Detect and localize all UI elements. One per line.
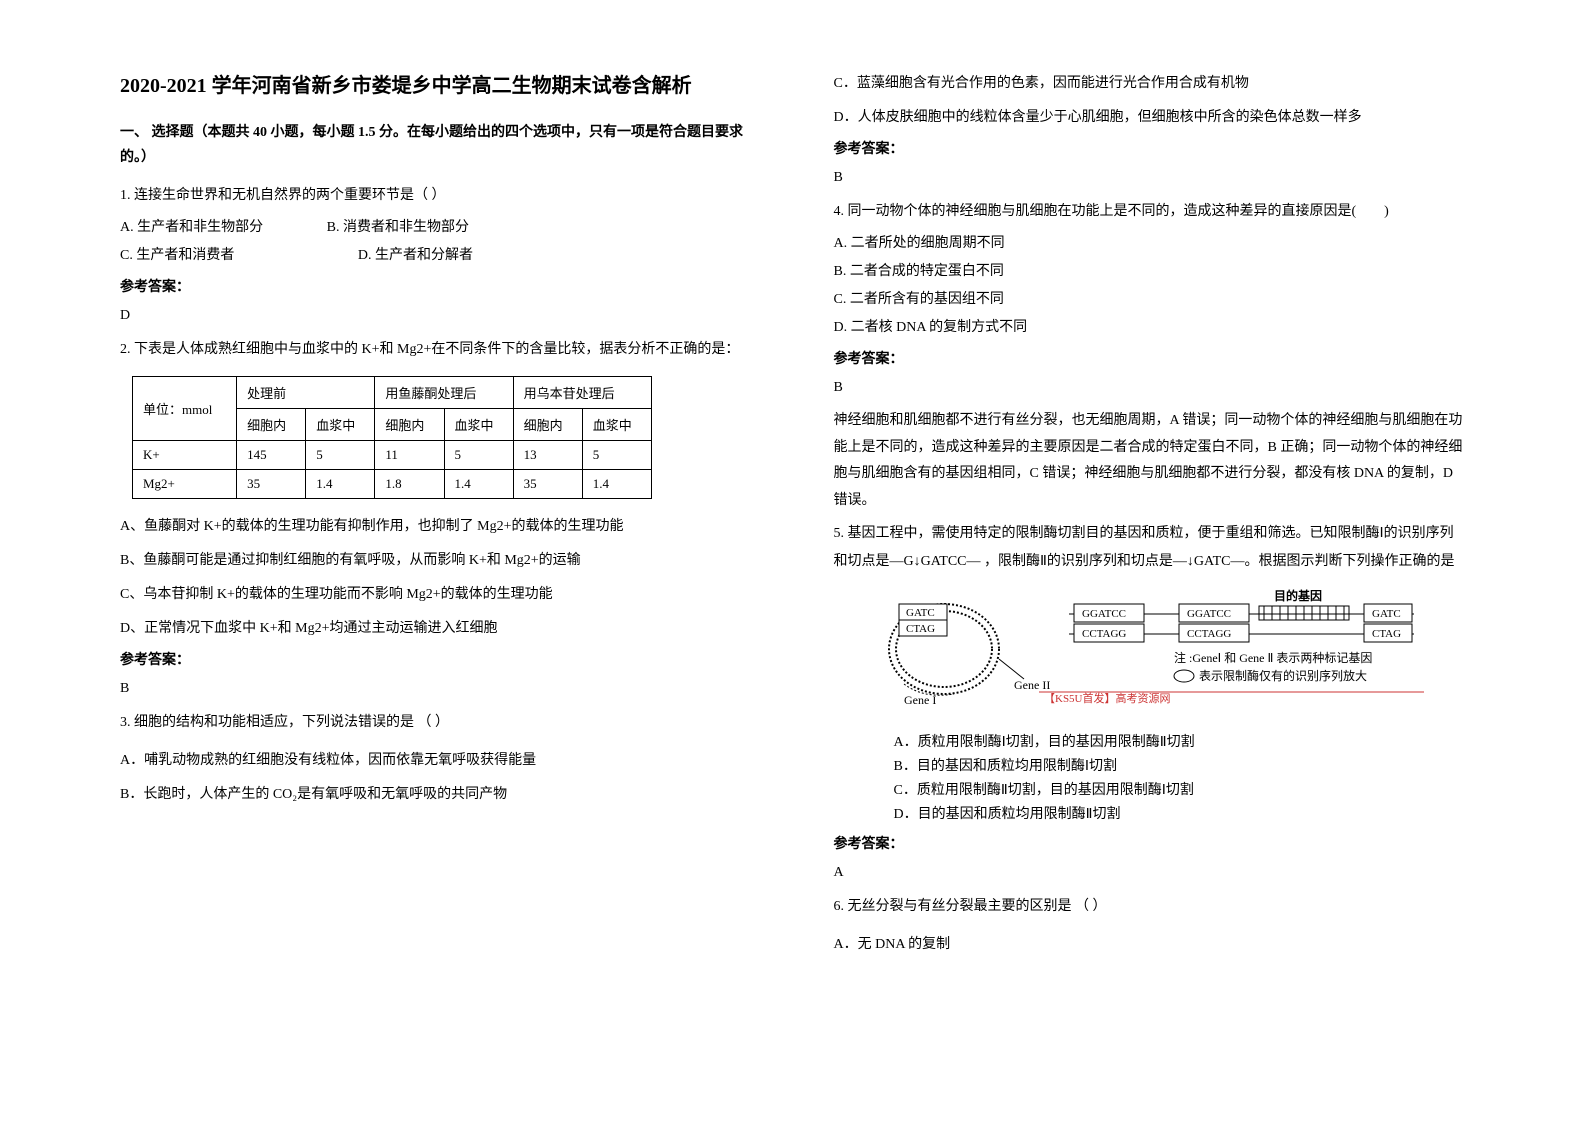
q3-optA: A．哺乳动物成熟的红细胞没有线粒体，因而依靠无氧呼吸获得能量 [120,747,754,775]
q3-optC: C．蓝藻细胞含有光合作用的色素，因而能进行光合作用合成有机物 [834,70,1468,98]
q1-optA: A. 生产者和非生物部分 [120,214,263,242]
q6-optA: A．无 DNA 的复制 [834,931,1468,959]
hatch-icon [1264,606,1344,620]
table-row: K+ 145 5 11 5 13 5 [133,441,652,470]
note-bubble-icon [1174,670,1194,682]
q1-optD: D. 生产者和分解者 [358,242,473,270]
q2-ans-label: 参考答案： [120,647,754,675]
q5-ans: A [834,859,1468,887]
q4-optA: A. 二者所处的细胞周期不同 [834,230,1468,258]
tbl-r1-v1: 1.4 [306,470,375,499]
note1: 注 :GeneⅠ 和 Gene Ⅱ 表示两种标记基因 [1174,650,1372,665]
watermark-text: 【KS5U首发】高考资源网 [1044,691,1171,705]
q2-optA: A、鱼藤酮对 K+的载体的生理功能有抑制作用，也抑制了 Mg2+的载体的生理功能 [120,513,754,541]
q5-optC: C．质粒用限制酶Ⅱ切割，目的基因用限制酶Ⅰ切割 [894,779,1468,803]
tbl-r0-v5: 5 [582,441,651,470]
tbl-sub3: 细胞内 [375,409,444,441]
q1-optB: B. 消费者和非生物部分 [327,214,469,242]
tbl-r1-v4: 35 [513,470,582,499]
note2: 表示限制酶仅有的识别序列放大 [1199,668,1367,683]
tbl-r1-v5: 1.4 [582,470,651,499]
target-label: 目的基因 [1274,588,1322,603]
table-row: Mg2+ 35 1.4 1.8 1.4 35 1.4 [133,470,652,499]
q5-ans-label: 参考答案： [834,831,1468,859]
tbl-sub1: 细胞内 [237,409,306,441]
tbl-sub2: 血浆中 [306,409,375,441]
tbl-r0-v2: 11 [375,441,444,470]
right-bot: CTAG [1372,628,1401,640]
q4-optD: D. 二者核 DNA 的复制方式不同 [834,314,1468,342]
q1-ans: D [120,302,754,330]
q2-stem: 2. 下表是人体成熟红细胞中与血浆中的 K+和 Mg2+在不同条件下的含量比较，… [120,336,754,364]
q1-stem: 1. 连接生命世界和无机自然界的两个重要环节是（ ） [120,182,754,210]
q1-optC: C. 生产者和消费者 [120,242,234,270]
q4-optC: C. 二者所含有的基因组不同 [834,286,1468,314]
q4-stem: 4. 同一动物个体的神经细胞与肌细胞在功能上是不同的，造成这种差异的直接原因是(… [834,198,1468,226]
plasmid-bot: CTAG [906,623,935,635]
tbl-r0-label: K+ [133,441,237,470]
q1-options-row2: C. 生产者和消费者 D. 生产者和分解者 [120,242,754,270]
tbl-r0-v4: 13 [513,441,582,470]
tbl-h-wu: 用乌本苷处理后 [513,377,651,409]
gene2-line [999,659,1024,679]
q5-stem: 5. 基因工程中，需使用特定的限制酶切割目的基因和质粒，便于重组和筛选。已知限制… [834,520,1468,576]
tbl-h-before: 处理前 [237,377,375,409]
q5-optB: B．目的基因和质粒均用限制酶Ⅰ切割 [894,755,1468,779]
q2-table: 单位：mmol 处理前 用鱼藤酮处理后 用乌本苷处理后 细胞内 血浆中 细胞内 … [132,376,652,499]
q1-options-row1: A. 生产者和非生物部分 B. 消费者和非生物部分 [120,214,754,242]
q3-optB: B．长跑时，人体产生的 CO₂是有氧呼吸和无氧呼吸的共同产物 [120,781,754,809]
q3-stem: 3. 细胞的结构和功能相适应，下列说法错误的是 （ ） [120,709,754,737]
seg-l-top: GGATCC [1082,608,1126,620]
q5-figure: GATC CTAG Gene I Gene II GGATCC CCTAGG G… [874,584,1468,729]
tbl-r0-v0: 145 [237,441,306,470]
q4-explain: 神经细胞和肌细胞都不进行有丝分裂，也无细胞周期，A 错误；同一动物个体的神经细胞… [834,408,1468,514]
tbl-r0-v3: 5 [444,441,513,470]
q3-optD: D．人体皮肤细胞中的线粒体含量少于心肌细胞，但细胞核中所含的染色体总数一样多 [834,104,1468,132]
q3-ans: B [834,164,1468,192]
q5-optA: A．质粒用限制酶Ⅰ切割，目的基因用限制酶Ⅱ切割 [894,731,1468,755]
q2-optB: B、鱼藤酮可能是通过抑制红细胞的有氧呼吸，从而影响 K+和 Mg2+的运输 [120,547,754,575]
seg-r-bot: CCTAGG [1187,628,1231,640]
q4-optB: B. 二者合成的特定蛋白不同 [834,258,1468,286]
q2-optC: C、乌本苷抑制 K+的载体的生理功能而不影响 Mg2+的载体的生理功能 [120,581,754,609]
tbl-r1-v0: 35 [237,470,306,499]
q1-ans-label: 参考答案： [120,274,754,302]
seg-l-bot: CCTAGG [1082,628,1126,640]
tbl-r1-label: Mg2+ [133,470,237,499]
section-1-head: 一、 选择题（本题共 40 小题，每小题 1.5 分。在每小题给出的四个选项中，… [120,120,754,170]
plasmid-top: GATC [906,607,935,619]
exam-title: 2020-2021 学年河南省新乡市娄堤乡中学高二生物期末试卷含解析 [120,70,754,102]
tbl-sub6: 血浆中 [582,409,651,441]
right-column: C．蓝藻细胞含有光合作用的色素，因而能进行光合作用合成有机物 D．人体皮肤细胞中… [794,70,1488,1082]
gene-diagram-svg: GATC CTAG Gene I Gene II GGATCC CCTAGG G… [874,584,1434,724]
q4-ans: B [834,374,1468,402]
tbl-unit: 单位：mmol [133,377,237,441]
tbl-h-fish: 用鱼藤酮处理后 [375,377,513,409]
q2-ans: B [120,675,754,703]
tbl-r1-v2: 1.8 [375,470,444,499]
left-column: 2020-2021 学年河南省新乡市娄堤乡中学高二生物期末试卷含解析 一、 选择… [100,70,794,1082]
right-top: GATC [1372,608,1401,620]
q2-optD: D、正常情况下血浆中 K+和 Mg2+均通过主动运输进入红细胞 [120,615,754,643]
tbl-sub5: 细胞内 [513,409,582,441]
gene2-label: Gene II [1014,678,1050,692]
tbl-r1-v3: 1.4 [444,470,513,499]
q5-optD: D．目的基因和质粒均用限制酶Ⅱ切割 [894,803,1468,827]
tbl-r0-v1: 5 [306,441,375,470]
q3-ans-label: 参考答案： [834,136,1468,164]
seg-r-top: GGATCC [1187,608,1231,620]
q6-stem: 6. 无丝分裂与有丝分裂最主要的区别是 （ ） [834,893,1468,921]
q4-ans-label: 参考答案： [834,346,1468,374]
tbl-sub4: 血浆中 [444,409,513,441]
